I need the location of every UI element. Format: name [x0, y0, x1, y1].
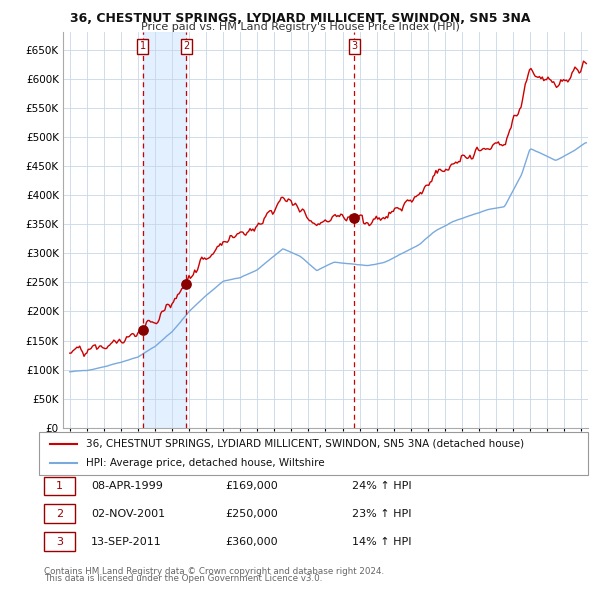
- Text: 14% ↑ HPI: 14% ↑ HPI: [352, 536, 412, 546]
- Bar: [143, 32, 187, 428]
- Bar: [44, 504, 74, 523]
- Point: [182, 279, 191, 289]
- Bar: [44, 532, 74, 551]
- Text: 2: 2: [183, 41, 190, 51]
- Text: 3: 3: [56, 536, 63, 546]
- Text: 02-NOV-2001: 02-NOV-2001: [91, 509, 165, 519]
- Text: 36, CHESTNUT SPRINGS, LYDIARD MILLICENT, SWINDON, SN5 3NA (detached house): 36, CHESTNUT SPRINGS, LYDIARD MILLICENT,…: [86, 439, 524, 449]
- Text: 24% ↑ HPI: 24% ↑ HPI: [352, 481, 412, 491]
- Point: [350, 214, 359, 223]
- Point: [138, 326, 148, 335]
- Text: 08-APR-1999: 08-APR-1999: [91, 481, 163, 491]
- Text: This data is licensed under the Open Government Licence v3.0.: This data is licensed under the Open Gov…: [44, 574, 323, 584]
- Text: Price paid vs. HM Land Registry's House Price Index (HPI): Price paid vs. HM Land Registry's House …: [140, 22, 460, 32]
- Bar: [44, 477, 74, 496]
- Text: 1: 1: [56, 481, 63, 491]
- Text: HPI: Average price, detached house, Wiltshire: HPI: Average price, detached house, Wilt…: [86, 458, 324, 468]
- Text: 13-SEP-2011: 13-SEP-2011: [91, 536, 162, 546]
- Text: Contains HM Land Registry data © Crown copyright and database right 2024.: Contains HM Land Registry data © Crown c…: [44, 568, 385, 576]
- Text: £360,000: £360,000: [226, 536, 278, 546]
- Text: £169,000: £169,000: [226, 481, 278, 491]
- Text: £250,000: £250,000: [226, 509, 278, 519]
- Text: 2: 2: [56, 509, 63, 519]
- Text: 3: 3: [352, 41, 358, 51]
- Text: 23% ↑ HPI: 23% ↑ HPI: [352, 509, 412, 519]
- Text: 36, CHESTNUT SPRINGS, LYDIARD MILLICENT, SWINDON, SN5 3NA: 36, CHESTNUT SPRINGS, LYDIARD MILLICENT,…: [70, 12, 530, 25]
- Text: 1: 1: [140, 41, 146, 51]
